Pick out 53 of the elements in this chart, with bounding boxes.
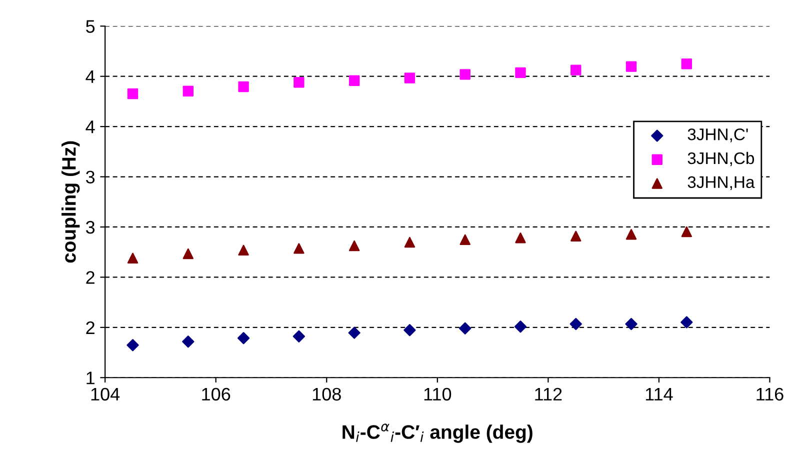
legend-label: 3JHN,Cb xyxy=(688,152,754,166)
point xyxy=(404,324,416,336)
y-tick-label: 2 xyxy=(86,321,94,334)
point xyxy=(570,230,582,242)
point xyxy=(404,236,416,248)
y-tick-label: 5 xyxy=(86,20,95,33)
x-axis-title: N$_{i}$-C$^{α}$$_{i}$-C′$_{i}$ angle (deg) xyxy=(342,424,532,443)
point xyxy=(626,229,637,240)
x-tick-label: 110 xyxy=(424,388,452,401)
point xyxy=(348,240,360,252)
point xyxy=(570,318,582,330)
point xyxy=(459,322,472,334)
point xyxy=(182,86,194,97)
legend-label: 3JHN,Ha xyxy=(688,176,755,190)
point xyxy=(625,318,638,330)
x-tick-label: 106 xyxy=(202,388,230,401)
point xyxy=(515,232,526,244)
point xyxy=(126,339,139,352)
point xyxy=(348,326,360,339)
x-tick-label: 108 xyxy=(312,388,341,401)
point xyxy=(238,81,249,92)
y-tick-label: 3 xyxy=(86,220,95,234)
point xyxy=(238,244,249,256)
point xyxy=(460,234,470,246)
point xyxy=(515,67,526,78)
point xyxy=(292,330,306,342)
point xyxy=(182,248,194,260)
point xyxy=(348,75,360,86)
x-tick-label: 114 xyxy=(646,388,673,400)
legend-label: 3JHN,C' xyxy=(688,128,748,142)
x-tick-label: 112 xyxy=(535,388,562,400)
point xyxy=(294,243,304,254)
y-tick-label: 2 xyxy=(86,271,94,284)
y-tick-label: 4 xyxy=(86,70,95,83)
point xyxy=(182,336,194,348)
point xyxy=(570,64,582,76)
point xyxy=(404,72,416,84)
point xyxy=(681,58,692,70)
point xyxy=(127,88,138,100)
x-tick-label: 116 xyxy=(756,388,784,401)
y-tick-label: 3 xyxy=(86,170,95,184)
point xyxy=(127,252,138,264)
point xyxy=(626,61,637,72)
x-tick-label: 104 xyxy=(91,388,120,401)
point xyxy=(294,77,304,88)
point xyxy=(514,320,527,333)
y-tick-label: 1 xyxy=(86,372,94,384)
point xyxy=(681,226,692,238)
y-axis-title: coupling (Hz) xyxy=(62,141,80,263)
point xyxy=(680,316,693,328)
point xyxy=(460,69,470,80)
y-tick-label: 4 xyxy=(86,120,95,134)
point xyxy=(237,332,250,344)
